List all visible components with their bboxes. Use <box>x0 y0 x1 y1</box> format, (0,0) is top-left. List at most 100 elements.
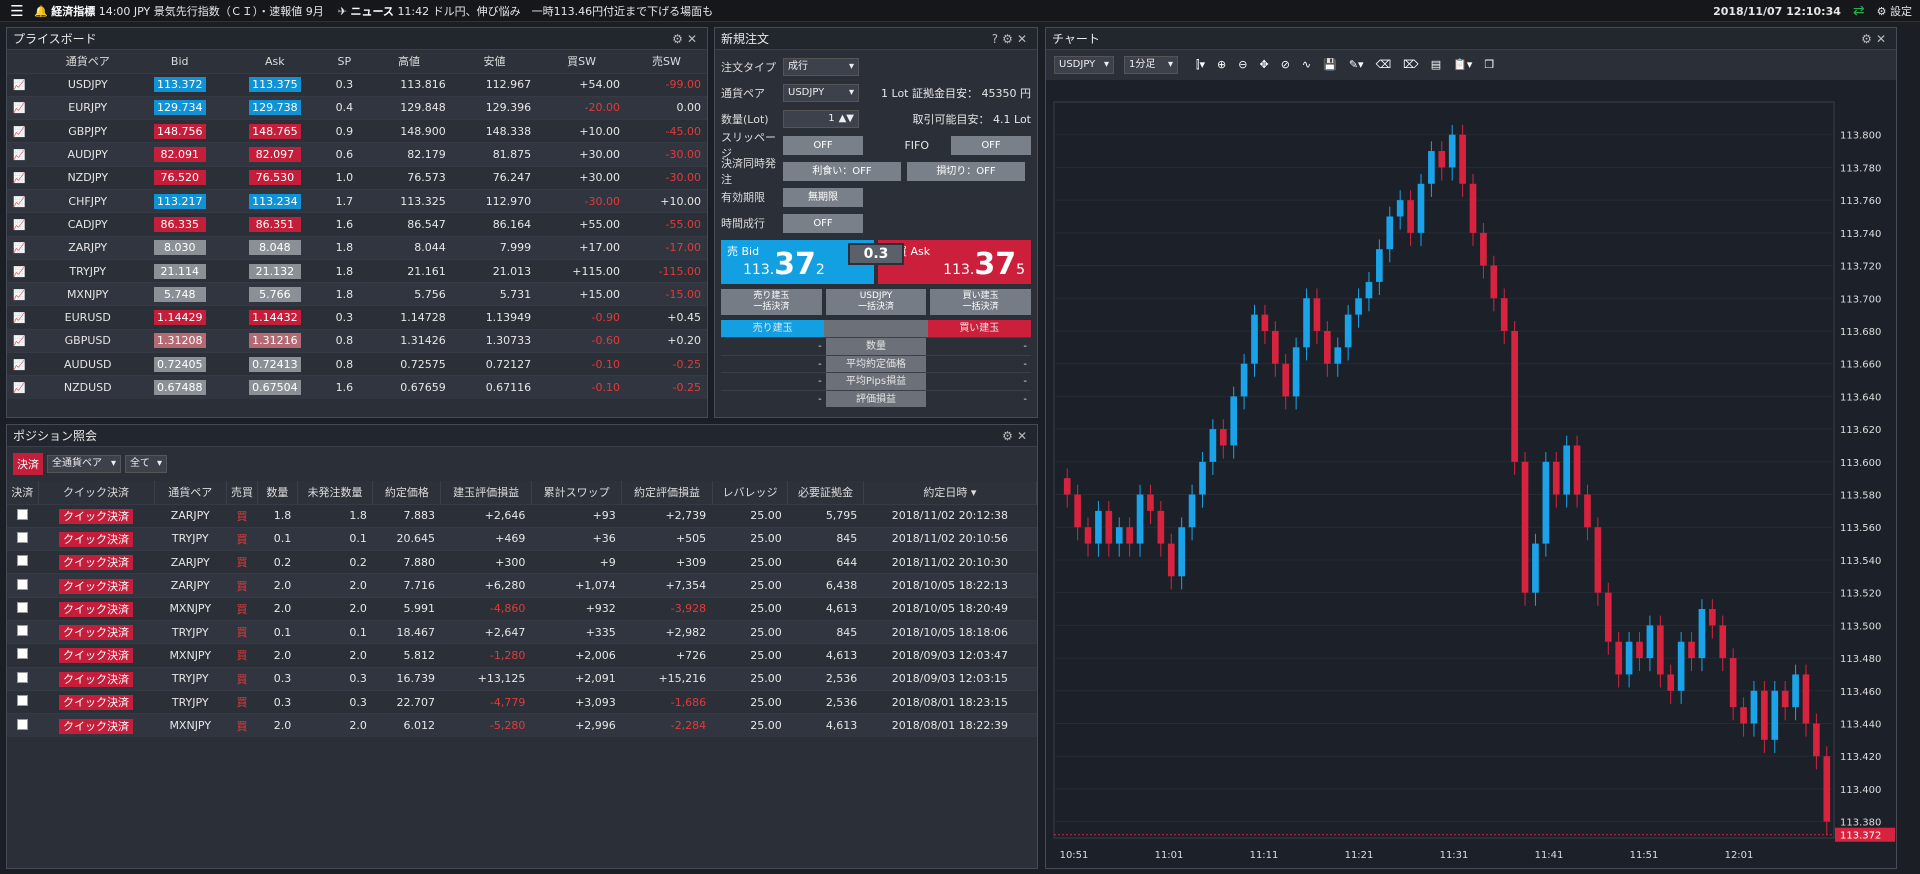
column-header[interactable]: 通貨ペア <box>43 50 133 73</box>
ask-cell[interactable]: 148.765 <box>227 119 323 143</box>
column-header[interactable]: 未発注数量 <box>297 481 374 504</box>
price-row[interactable]: 📈 EURJPY 129.734 129.738 0.4 129.848 129.396 -2… <box>7 95 707 120</box>
quick-cell[interactable]: クイック決済 <box>38 666 155 691</box>
ask-quote[interactable]: 86.351 <box>248 216 301 232</box>
quick-cell[interactable]: クイック決済 <box>38 503 155 528</box>
bid-quote[interactable]: 82.091 <box>153 147 206 163</box>
quick-settle-button[interactable]: クイック決済 <box>59 695 134 711</box>
column-header[interactable]: 買SW <box>537 50 626 73</box>
quick-cell[interactable]: クイック決済 <box>38 643 155 668</box>
chart-cell[interactable]: 📈 <box>7 212 44 237</box>
chart-line-icon[interactable]: 📈 <box>13 243 26 255</box>
column-header[interactable]: 数量 <box>257 481 298 504</box>
chart-cell[interactable]: 📈 <box>7 165 44 190</box>
ask-cell[interactable]: 129.738 <box>227 95 323 120</box>
chart-cell[interactable]: 📈 <box>7 119 44 143</box>
pair-select[interactable]: USDJPY ▾ <box>783 84 859 102</box>
bid-cell[interactable]: 113.217 <box>132 188 228 213</box>
bid-quote[interactable]: 148.756 <box>153 123 206 139</box>
chart-line-icon[interactable]: 📈 <box>13 103 26 115</box>
timed-market-toggle[interactable]: OFF <box>783 213 863 233</box>
quick-settle-button[interactable]: クイック決済 <box>59 601 134 617</box>
checkbox-cell[interactable] <box>7 526 39 551</box>
bid-cell[interactable]: 82.091 <box>132 142 228 167</box>
fifo-toggle[interactable]: OFF <box>951 135 1031 155</box>
chart-cell[interactable]: 📈 <box>7 375 44 400</box>
checkbox-cell[interactable] <box>7 596 39 621</box>
column-header[interactable]: 高値 <box>366 50 452 73</box>
price-row[interactable]: 📈 EURUSD 1.14429 1.14432 0.3 1.14728 1.13949 -0… <box>7 305 707 330</box>
quick-settle-button[interactable]: クイック決済 <box>59 531 134 547</box>
order-type-select[interactable]: 成行 ▾ <box>783 58 859 76</box>
chart-line-icon[interactable]: 📈 <box>13 289 26 301</box>
checkbox-cell[interactable] <box>7 573 39 598</box>
column-header[interactable]: Bid <box>132 50 228 73</box>
chart-line-icon[interactable]: 📈 <box>13 196 26 208</box>
column-header[interactable]: 売買 <box>226 481 258 504</box>
settle-checkbox[interactable] <box>17 695 29 707</box>
chart-cell[interactable]: 📈 <box>7 235 44 260</box>
pair-close-all-button[interactable]: USDJPY 一括決済 <box>825 289 927 315</box>
bid-cell[interactable]: 129.734 <box>132 95 228 120</box>
take-profit-toggle[interactable]: 利食い：OFF <box>783 161 901 181</box>
bid-quote[interactable]: 21.114 <box>153 263 206 279</box>
help-icon[interactable]: ? <box>991 32 1003 46</box>
quick-cell[interactable]: クイック決済 <box>38 713 155 737</box>
ask-quote[interactable]: 0.67504 <box>248 380 301 396</box>
chart-line-icon[interactable]: 📈 <box>13 359 26 371</box>
settle-checkbox[interactable] <box>17 555 29 567</box>
checkbox-cell[interactable] <box>7 550 39 574</box>
chart-line-icon[interactable]: 📈 <box>13 173 26 185</box>
save-icon[interactable]: 💾 <box>1323 58 1337 71</box>
chart-cell[interactable]: 📈 <box>7 188 44 213</box>
column-header[interactable]: 売SW <box>625 50 707 73</box>
price-row[interactable]: 📈 AUDUSD 0.72405 0.72413 0.8 0.72575 0.72127 -0… <box>7 352 707 376</box>
erase-all-icon[interactable]: ⌦ <box>1403 58 1419 71</box>
gear-icon[interactable]: ⚙ <box>1002 32 1017 46</box>
ask-cell[interactable]: 21.132 <box>227 258 323 283</box>
price-row[interactable]: 📈 CADJPY 86.335 86.351 1.6 86.547 86.164 +55.00… <box>7 212 707 237</box>
price-row[interactable]: 📈 USDJPY 113.372 113.375 0.3 113.816 112.967 +5… <box>7 72 707 97</box>
bid-quote[interactable]: 129.734 <box>153 100 206 116</box>
quick-settle-button[interactable]: クイック決済 <box>59 718 134 734</box>
ask-quote[interactable]: 148.765 <box>248 123 301 139</box>
ask-quote[interactable]: 0.72413 <box>248 356 301 372</box>
bid-quote[interactable]: 8.030 <box>153 240 206 256</box>
quantity-stepper[interactable]: 1 ▲▼ <box>783 110 859 128</box>
bid-cell[interactable]: 0.67488 <box>132 375 228 400</box>
chart-line-icon[interactable]: 📈 <box>13 219 26 231</box>
settle-checkbox[interactable] <box>17 601 29 613</box>
quick-settle-button[interactable]: クイック決済 <box>59 555 134 571</box>
ask-quote[interactable]: 1.31216 <box>248 333 301 349</box>
bid-cell[interactable]: 76.520 <box>132 165 228 190</box>
bid-quote[interactable]: 0.72405 <box>153 356 206 372</box>
ask-quote[interactable]: 113.375 <box>248 77 301 93</box>
price-row[interactable]: 📈 MXNJPY 5.748 5.766 1.8 5.756 5.731 +15.00 -15.… <box>7 282 707 306</box>
chart-cell[interactable]: 📈 <box>7 258 44 283</box>
quick-cell[interactable]: クイック決済 <box>38 596 155 621</box>
column-header[interactable]: クイック決済 <box>38 481 155 504</box>
stepper-icon[interactable]: ▲▼ <box>838 113 854 124</box>
quick-cell[interactable]: クイック決済 <box>38 619 155 644</box>
bid-quote[interactable]: 86.335 <box>153 216 206 232</box>
ask-quote[interactable]: 8.048 <box>248 240 301 256</box>
quick-cell[interactable]: クイック決済 <box>38 573 155 598</box>
bid-cell[interactable]: 86.335 <box>132 212 228 237</box>
ask-cell[interactable]: 8.048 <box>227 235 323 260</box>
checkbox-cell[interactable] <box>7 503 39 528</box>
settle-checkbox[interactable] <box>17 648 29 660</box>
quick-settle-button[interactable]: クイック決済 <box>59 648 134 664</box>
position-row[interactable]: クイック決済 MXNJPY 買 2.0 2.0 5.812 -1,280 +2,006 +726… <box>7 643 1037 668</box>
column-header[interactable]: レバレッジ <box>712 481 789 504</box>
ask-cell[interactable]: 113.375 <box>227 72 323 97</box>
ask-cell[interactable]: 0.67504 <box>227 375 323 400</box>
settle-checkbox[interactable] <box>17 531 29 543</box>
zoom-in-icon[interactable]: ⊕ <box>1217 58 1227 71</box>
chart-cell[interactable]: 📈 <box>7 352 44 376</box>
price-row[interactable]: 📈 TRYJPY 21.114 21.132 1.8 21.161 21.013 +115.0… <box>7 258 707 283</box>
bid-cell[interactable]: 0.72405 <box>132 352 228 376</box>
position-row[interactable]: クイック決済 MXNJPY 買 2.0 2.0 5.991 -4,860 +932 -3,928… <box>7 596 1037 621</box>
chart-line-icon[interactable]: 📈 <box>13 266 26 278</box>
ask-cell[interactable]: 86.351 <box>227 212 323 237</box>
chart-cell[interactable]: 📈 <box>7 282 44 306</box>
